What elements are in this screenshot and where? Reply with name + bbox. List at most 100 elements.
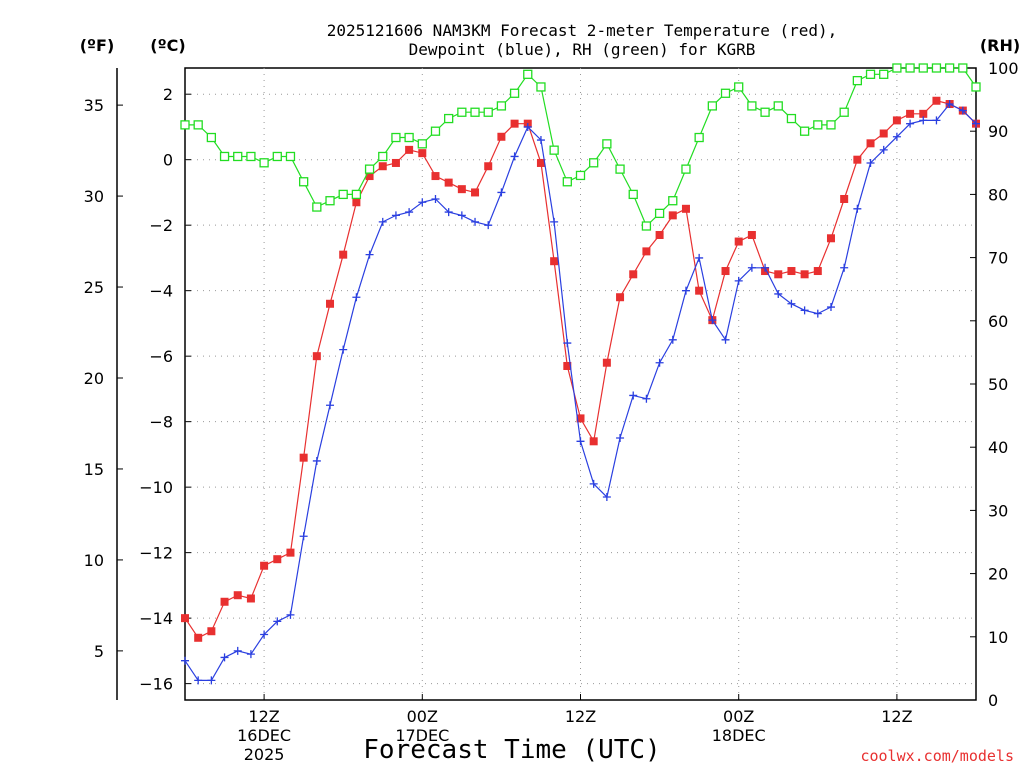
temperature-point xyxy=(602,358,611,367)
temperature-point xyxy=(326,299,335,308)
temperature-point xyxy=(563,361,572,370)
temperature-point xyxy=(813,267,822,276)
dewpoint-point xyxy=(589,479,598,488)
dewpoint-point xyxy=(800,306,809,315)
dewpoint-point xyxy=(879,145,888,154)
temperature-point xyxy=(378,162,387,171)
dewpoint-point xyxy=(787,299,796,308)
celsius-tick-label: −12 xyxy=(139,544,173,563)
rh-point xyxy=(654,208,665,219)
rh-tick-label: 30 xyxy=(988,501,1008,520)
rh-point xyxy=(931,63,942,73)
dewpoint-point xyxy=(721,335,730,344)
rh-point xyxy=(681,164,691,174)
temperature-point xyxy=(497,132,506,141)
temperature-point xyxy=(352,198,361,207)
dewpoint-point xyxy=(840,263,849,272)
rh-tick-label: 70 xyxy=(988,249,1008,268)
temperature-point xyxy=(853,155,862,164)
celsius-tick-label: −8 xyxy=(149,413,173,432)
temperature-point xyxy=(787,267,796,276)
dewpoint-point xyxy=(523,122,532,131)
dewpoint-point xyxy=(550,217,559,226)
temperature-point xyxy=(892,116,901,125)
chart-title-line1: 2025121606 NAM3KM Forecast 2-meter Tempe… xyxy=(327,21,838,40)
rh-point xyxy=(325,196,335,206)
temperature-point xyxy=(840,194,849,203)
temperature-point xyxy=(484,162,493,171)
fahrenheit-tick-label: 5 xyxy=(94,642,104,661)
x-tick-label-time: 12Z xyxy=(881,707,912,726)
rh-point xyxy=(813,120,823,130)
temperature-point xyxy=(681,204,690,213)
x-tick-label-date: 18DEC xyxy=(712,726,766,745)
dewpoint-point xyxy=(431,194,440,203)
rh-point xyxy=(536,82,546,92)
temperature-point xyxy=(774,270,783,279)
rh-point xyxy=(312,202,322,212)
dewpoint-point xyxy=(391,211,400,220)
rh-point xyxy=(707,101,717,111)
celsius-tick-label: −14 xyxy=(139,609,173,628)
temperature-point xyxy=(220,597,229,606)
dewpoint-point xyxy=(945,100,954,109)
celsius-tick-label: 0 xyxy=(163,151,173,170)
dewpoint-point xyxy=(312,456,321,465)
celsius-tick-label: −6 xyxy=(149,347,173,366)
dewpoint-point xyxy=(444,208,453,217)
rh-point xyxy=(246,151,256,162)
fahrenheit-tick-label: 15 xyxy=(84,460,104,479)
credit-text: coolwx.com/models xyxy=(860,747,1014,765)
rh-point xyxy=(892,63,902,73)
rh-tick-label: 80 xyxy=(988,185,1008,204)
dewpoint-point xyxy=(405,208,414,217)
temperature-point xyxy=(312,352,321,361)
dewpoint-point xyxy=(471,217,480,226)
dewpoint-point xyxy=(457,211,466,220)
dewpoint-point xyxy=(708,316,717,325)
rh-point xyxy=(457,107,467,117)
x-tick-label-time: 12Z xyxy=(248,707,279,726)
rh-point xyxy=(417,139,427,149)
temperature-point xyxy=(589,437,598,446)
rh-point xyxy=(298,177,309,187)
rh-point xyxy=(509,88,520,98)
series-group xyxy=(180,63,981,685)
rh-point xyxy=(404,132,414,143)
rh-point xyxy=(668,196,678,206)
rh-tick-label: 40 xyxy=(988,438,1008,457)
x-tick-label-time: 00Z xyxy=(723,707,754,726)
rh-tick-label: 100 xyxy=(988,59,1019,78)
celsius-unit-label: (ºC) xyxy=(150,36,185,55)
rh-point xyxy=(272,151,282,162)
rh-point xyxy=(338,189,348,200)
rh-point xyxy=(839,107,849,117)
temperature-point xyxy=(286,548,295,557)
rh-point xyxy=(589,158,599,168)
dewpoint-point xyxy=(642,394,651,403)
temperature-point xyxy=(207,627,216,636)
temperature-point xyxy=(260,561,269,570)
dewpoint-point xyxy=(246,650,255,659)
temperature-point xyxy=(365,172,374,181)
temperature-point xyxy=(510,119,519,128)
temperature-point xyxy=(642,247,651,256)
fahrenheit-tick-label: 10 xyxy=(84,551,104,570)
dewpoint-point xyxy=(536,136,545,145)
temperature-point xyxy=(471,188,480,197)
dewpoint-point xyxy=(695,253,704,262)
rh-point xyxy=(602,139,612,149)
dewpoint-point xyxy=(629,391,638,400)
temperature-point xyxy=(655,231,664,240)
temperature-point xyxy=(576,414,585,423)
temperature-point xyxy=(629,270,638,279)
rh-point xyxy=(575,170,586,181)
rh-point xyxy=(219,151,230,162)
dewpoint-point xyxy=(761,263,770,272)
rh-point xyxy=(641,221,652,231)
dewpoint-point xyxy=(484,221,493,230)
rh-point xyxy=(971,82,981,92)
rh-point xyxy=(378,151,388,162)
rh-point xyxy=(760,107,770,117)
